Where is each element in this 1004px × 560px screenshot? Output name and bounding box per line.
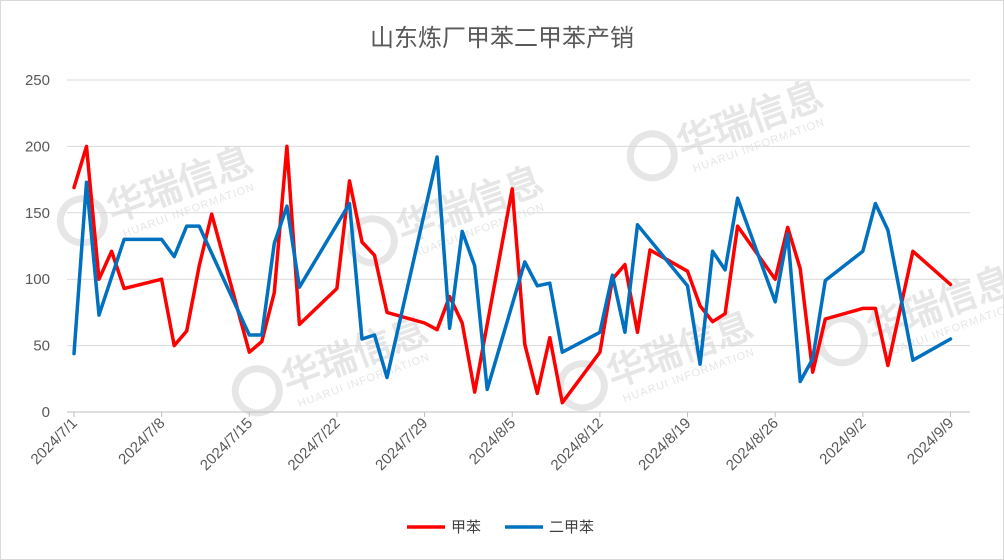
x-tick-label: 2024/9/2 [816, 415, 869, 468]
x-tick-label: 2024/7/8 [115, 415, 168, 468]
y-tick-label: 150 [25, 205, 50, 222]
gridlines [67, 79, 970, 347]
x-tick-label: 2024/7/1 [28, 415, 81, 468]
x-tick-label: 2024/8/19 [635, 415, 694, 474]
legend-label-0: 甲苯 [451, 518, 481, 536]
x-tick-label: 2024/7/15 [197, 415, 256, 474]
legend: 甲苯 二甲苯 [407, 518, 594, 536]
x-tick-label: 2024/7/29 [372, 415, 431, 474]
watermark-logo-icon [231, 365, 283, 417]
y-tick-label: 50 [33, 338, 50, 355]
y-axis-ticks: 0 50 100 150 200 250 [25, 72, 50, 421]
watermark-logo-icon [556, 360, 608, 412]
y-tick-label: 200 [25, 138, 50, 155]
watermark-logo-icon [346, 215, 398, 267]
series-lines [72, 144, 953, 405]
x-tick-label: 2024/8/26 [723, 415, 782, 474]
y-tick-label: 250 [25, 72, 50, 89]
x-tick-label: 2024/8/12 [548, 415, 607, 474]
y-tick-label: 0 [42, 404, 50, 421]
watermark-logo-icon [626, 130, 678, 182]
series-line-xylene [72, 155, 953, 392]
x-tick-label: 2024/7/22 [285, 415, 344, 474]
watermark-logo-icon [816, 315, 868, 367]
x-axis: 2024/7/1 2024/7/8 2024/7/15 2024/7/22 2024/7… [28, 411, 970, 474]
x-tick-label: 2024/8/5 [466, 415, 519, 468]
chart-title: 山东炼厂甲苯二甲苯产销 [370, 24, 634, 52]
legend-label-1: 二甲苯 [549, 518, 594, 536]
y-tick-label: 100 [25, 271, 50, 288]
x-tick-label: 2024/9/9 [904, 415, 957, 468]
